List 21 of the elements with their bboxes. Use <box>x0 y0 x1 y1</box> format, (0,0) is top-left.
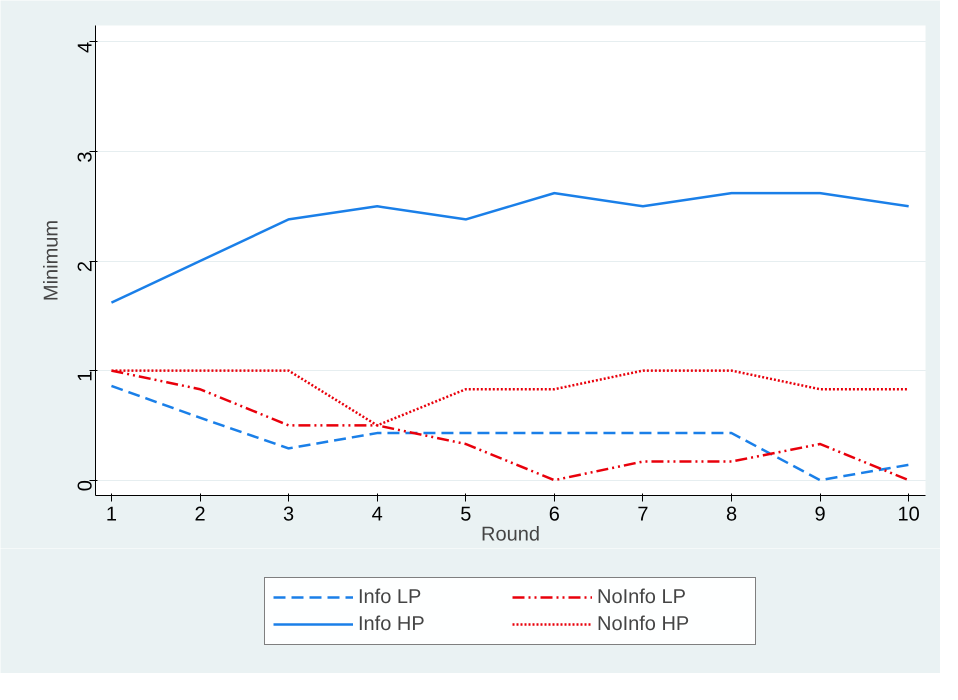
y-tick-label: 2 <box>74 261 96 272</box>
x-tick-label: 3 <box>283 504 294 526</box>
x-tick-label: 2 <box>194 504 206 526</box>
legend-label: Info LP <box>358 586 422 608</box>
x-tick-label: 4 <box>372 504 383 526</box>
x-tick-label: 5 <box>460 504 472 526</box>
x-tick-label: 6 <box>548 504 560 526</box>
y-tick-label: 4 <box>74 42 96 54</box>
x-axis-title: Round <box>481 524 540 546</box>
y-tick-label: 1 <box>74 370 96 382</box>
x-tick-label: 7 <box>637 504 648 526</box>
x-tick-label: 10 <box>898 504 920 526</box>
legend-label: Info HP <box>358 612 426 636</box>
x-tick-label: 9 <box>814 504 826 526</box>
x-tick-label: 1 <box>106 504 118 526</box>
y-tick-label: 3 <box>74 151 96 163</box>
y-axis-title: Minimum <box>40 220 62 302</box>
legend-label: NoInfo HP <box>597 612 690 636</box>
x-tick-label: 8 <box>726 504 738 526</box>
legend-label: NoInfo LP <box>597 586 687 608</box>
y-tick-label: 0 <box>74 480 96 492</box>
